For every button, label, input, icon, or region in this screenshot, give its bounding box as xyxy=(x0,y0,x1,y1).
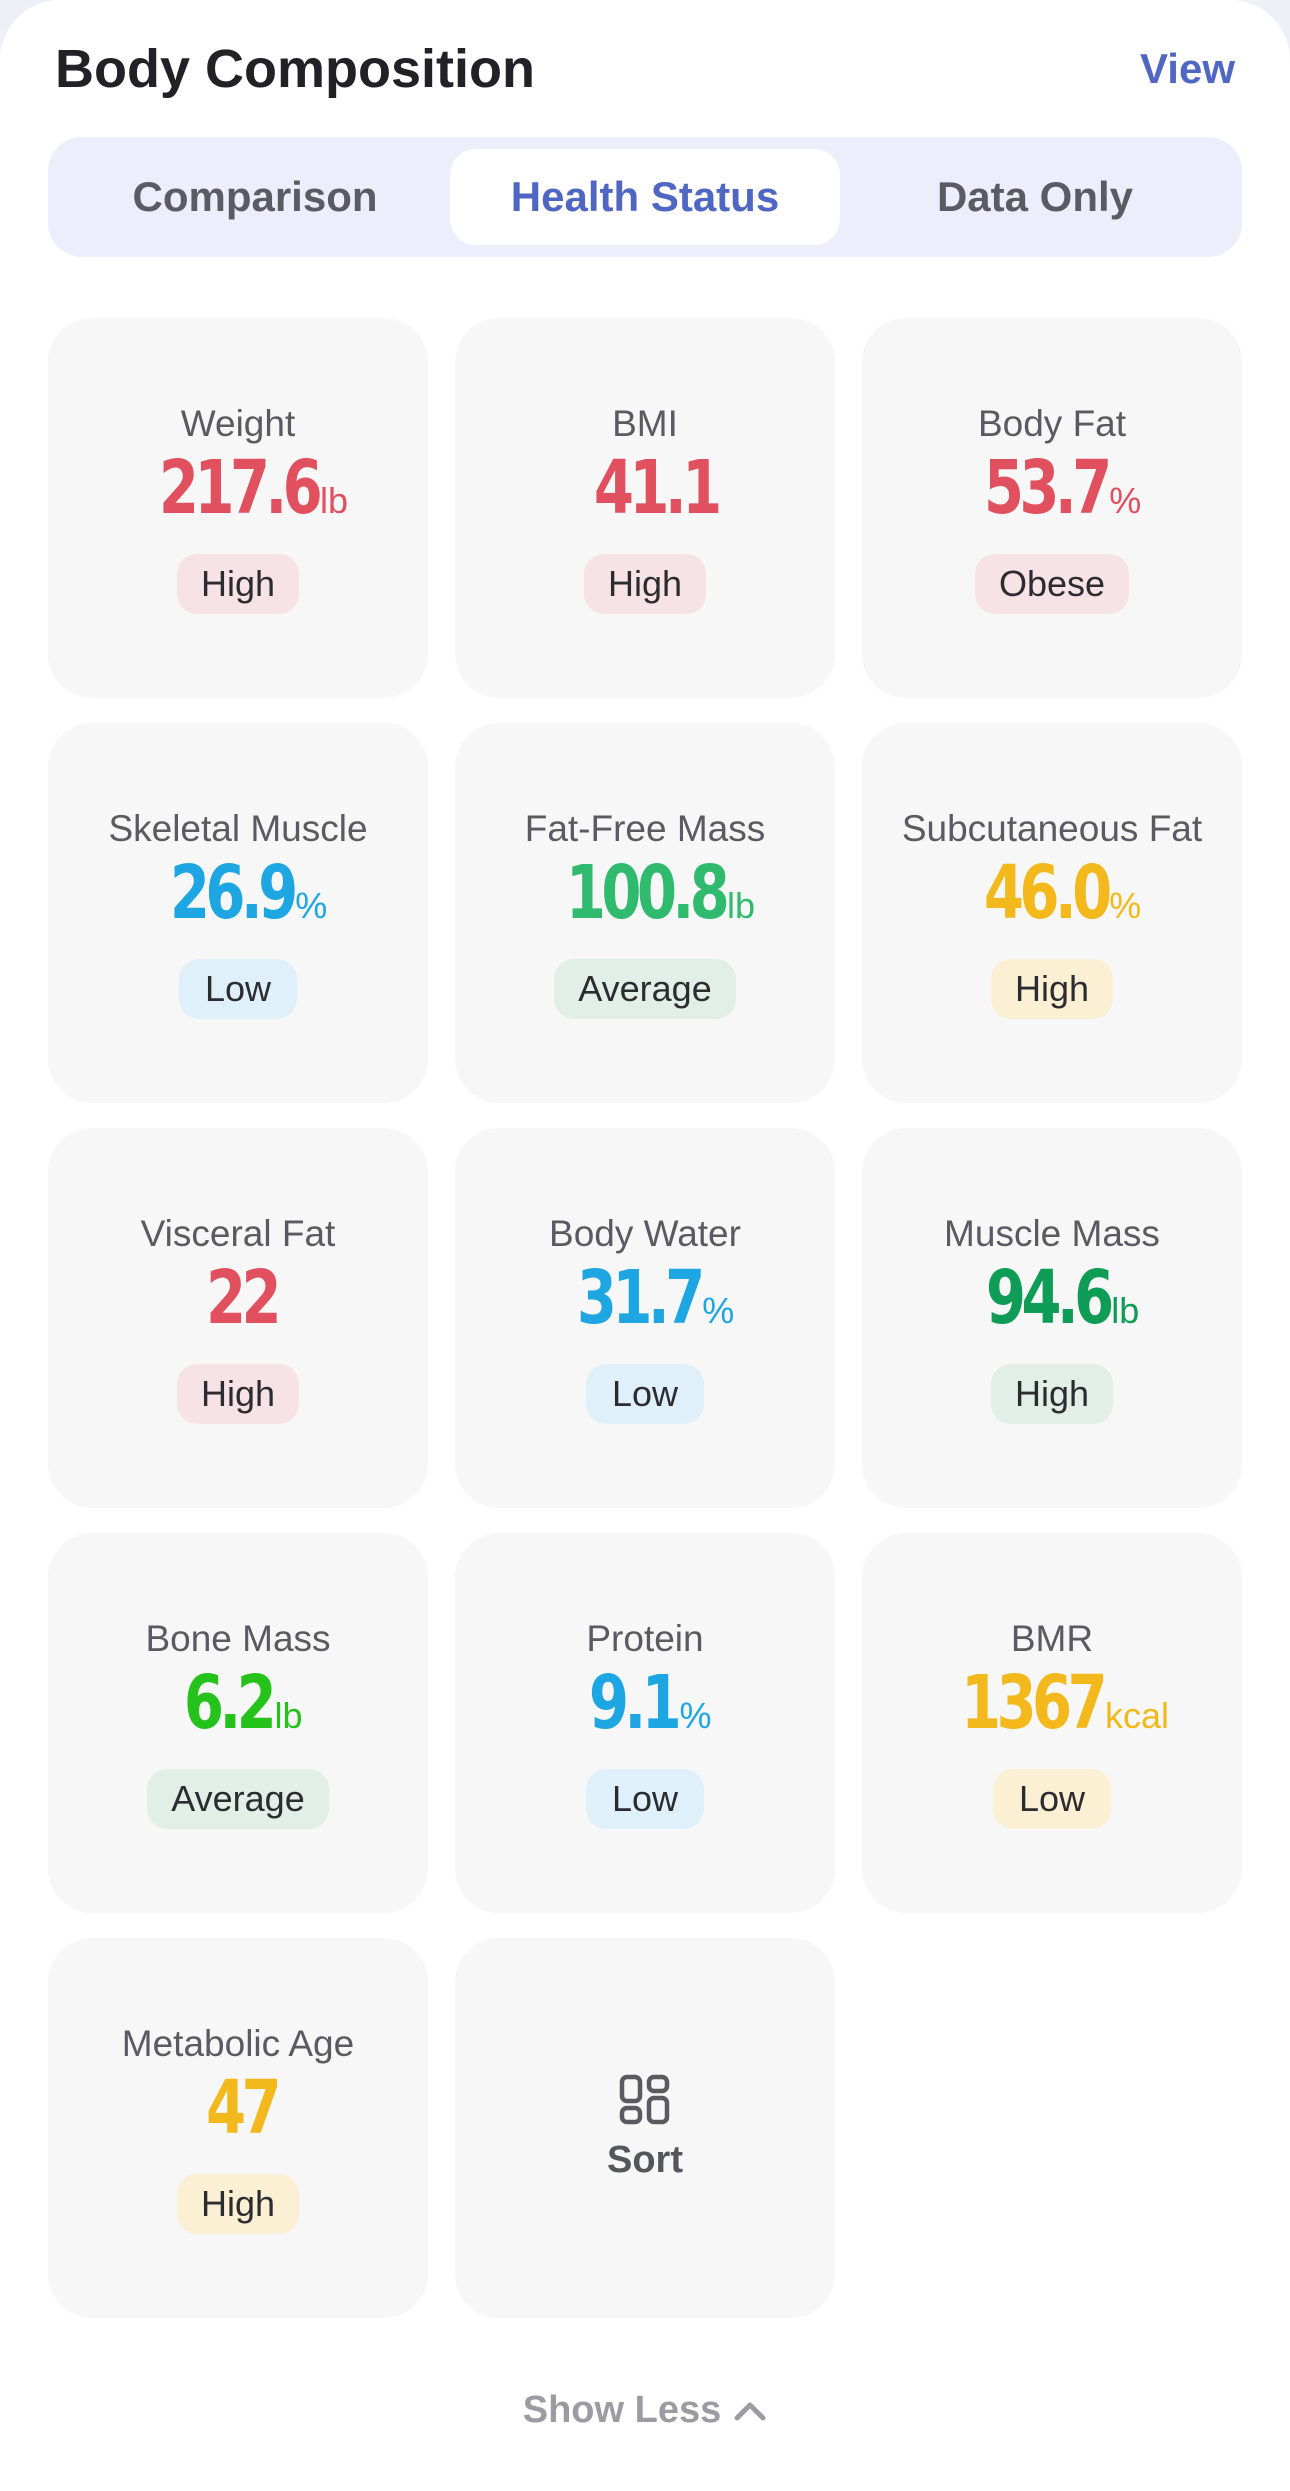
metric-unit: lb xyxy=(1111,1290,1140,1332)
status-badge: Low xyxy=(993,1769,1111,1830)
metric-label: Subcutaneous Fat xyxy=(901,807,1203,849)
metric-value-row: 53.7% xyxy=(963,450,1142,528)
status-badge: High xyxy=(176,554,300,615)
metric-value-row: 47 xyxy=(200,2065,282,2152)
sort-card[interactable]: Sort xyxy=(455,1938,835,2318)
metric-value: 46.0 xyxy=(983,850,1112,937)
metric-value: 100.8 xyxy=(565,850,730,937)
metric-value-row: 26.9% xyxy=(149,855,328,933)
metric-value-row: 6.2 lb xyxy=(173,1665,302,1743)
tab-health-status[interactable]: Health Status xyxy=(450,149,840,245)
metric-unit: % xyxy=(1109,885,1142,927)
status-badge: Average xyxy=(147,1769,329,1830)
view-link[interactable]: View xyxy=(1140,45,1235,92)
metric-value: 9.1 xyxy=(589,1660,682,1747)
metric-card-metabolic-age[interactable]: Metabolic Age 47 High xyxy=(48,1938,428,2318)
metric-label: Protein xyxy=(586,1617,704,1659)
sort-label: Sort xyxy=(607,2139,683,2181)
metric-value: 53.7 xyxy=(983,445,1112,532)
tab-comparison[interactable]: Comparison xyxy=(132,173,378,220)
page-title: Body Composition xyxy=(55,39,535,99)
status-badge: Low xyxy=(179,959,297,1020)
status-badge: High xyxy=(176,2174,300,2235)
metric-card-body-fat[interactable]: Body Fat 53.7% Obese xyxy=(862,318,1242,698)
metric-value-row: 22 xyxy=(200,1255,282,1342)
metric-value-row: 217.6 lb xyxy=(128,450,348,528)
metric-value: 22 xyxy=(205,1255,282,1342)
metric-label: Body Water xyxy=(549,1212,741,1254)
metric-card-body-water[interactable]: Body Water 31.7% Low xyxy=(455,1128,835,1508)
metric-unit: % xyxy=(702,1290,735,1332)
metric-unit: % xyxy=(679,1695,712,1737)
metric-value: 26.9 xyxy=(169,850,298,937)
metric-label: Weight xyxy=(180,402,296,444)
metric-value: 94.6 xyxy=(985,1255,1114,1342)
metric-unit: lb xyxy=(320,480,349,522)
metric-value-row: 41.1 xyxy=(573,445,722,532)
metric-value: 31.7 xyxy=(576,1255,705,1342)
metric-unit: % xyxy=(295,885,328,927)
metric-card-skeletal-muscle[interactable]: Skeletal Muscle 26.9% Low xyxy=(48,723,428,1103)
metric-value: 1367 xyxy=(961,1660,1108,1747)
metric-label: Bone Mass xyxy=(145,1617,331,1659)
metric-label: BMI xyxy=(612,402,678,444)
metric-card-fat-free-mass[interactable]: Fat-Free Mass 100.8 lb Average xyxy=(455,723,835,1103)
status-badge: High xyxy=(176,1364,300,1425)
status-badge: High xyxy=(990,959,1114,1020)
metric-label: Muscle Mass xyxy=(944,1212,1160,1254)
metric-value-row: 1367 kcal xyxy=(935,1665,1169,1743)
metric-card-weight[interactable]: Weight 217.6 lb High xyxy=(48,318,428,698)
metric-value-row: 31.7% xyxy=(556,1260,735,1338)
metric-card-muscle-mass[interactable]: Muscle Mass 94.6 lb High xyxy=(862,1128,1242,1508)
show-less-label: Show Less xyxy=(522,2388,722,2431)
metric-label: BMR xyxy=(1010,1617,1094,1659)
status-badge: High xyxy=(583,554,707,615)
status-badge: Low xyxy=(586,1769,704,1830)
grid-sort-icon xyxy=(619,2074,671,2131)
metric-label: Visceral Fat xyxy=(140,1212,336,1254)
metric-value-row: 94.6 lb xyxy=(965,1260,1140,1338)
metric-value-row: 46.0% xyxy=(963,855,1142,933)
metric-unit: kcal xyxy=(1104,1695,1169,1737)
metric-value: 41.1 xyxy=(593,445,722,532)
show-less-button[interactable]: Show Less xyxy=(0,2380,1290,2440)
status-badge: Low xyxy=(586,1364,704,1425)
metric-card-bmr[interactable]: BMR 1367 kcal Low xyxy=(862,1533,1242,1913)
metric-card-bmi[interactable]: BMI 41.1 High xyxy=(455,318,835,698)
metric-label: Skeletal Muscle xyxy=(108,807,368,849)
metric-card-protein[interactable]: Protein 9.1% Low xyxy=(455,1533,835,1913)
view-mode-tabs: Comparison Health Status Data Only xyxy=(48,137,1242,257)
metrics-grid: Weight 217.6 lb High BMI 41.1 High Body Fat 53.7… xyxy=(48,318,1242,2318)
metric-label: Body Fat xyxy=(977,402,1127,444)
status-badge: Average xyxy=(554,959,736,1020)
metric-value: 47 xyxy=(205,2065,282,2152)
metric-value: 217.6 xyxy=(158,445,323,532)
metric-card-visceral-fat[interactable]: Visceral Fat 22 High xyxy=(48,1128,428,1508)
chevron-up-icon xyxy=(721,2389,767,2432)
metric-unit: lb xyxy=(274,1695,303,1737)
metric-card-bone-mass[interactable]: Bone Mass 6.2 lb Average xyxy=(48,1533,428,1913)
status-badge: High xyxy=(990,1364,1114,1425)
status-badge: Obese xyxy=(974,554,1130,615)
metric-label: Fat-Free Mass xyxy=(524,807,766,849)
metric-label: Metabolic Age xyxy=(121,2022,355,2064)
metric-value-row: 100.8 lb xyxy=(535,855,755,933)
metric-unit: lb xyxy=(727,885,756,927)
tab-data-only[interactable]: Data Only xyxy=(936,173,1134,220)
metric-unit: % xyxy=(1109,480,1142,522)
header: Body Composition View xyxy=(55,34,1235,104)
metric-value-row: 9.1% xyxy=(578,1665,711,1743)
metric-card-subcutaneous-fat[interactable]: Subcutaneous Fat 46.0% High xyxy=(862,723,1242,1103)
metric-value: 6.2 xyxy=(184,1660,277,1747)
